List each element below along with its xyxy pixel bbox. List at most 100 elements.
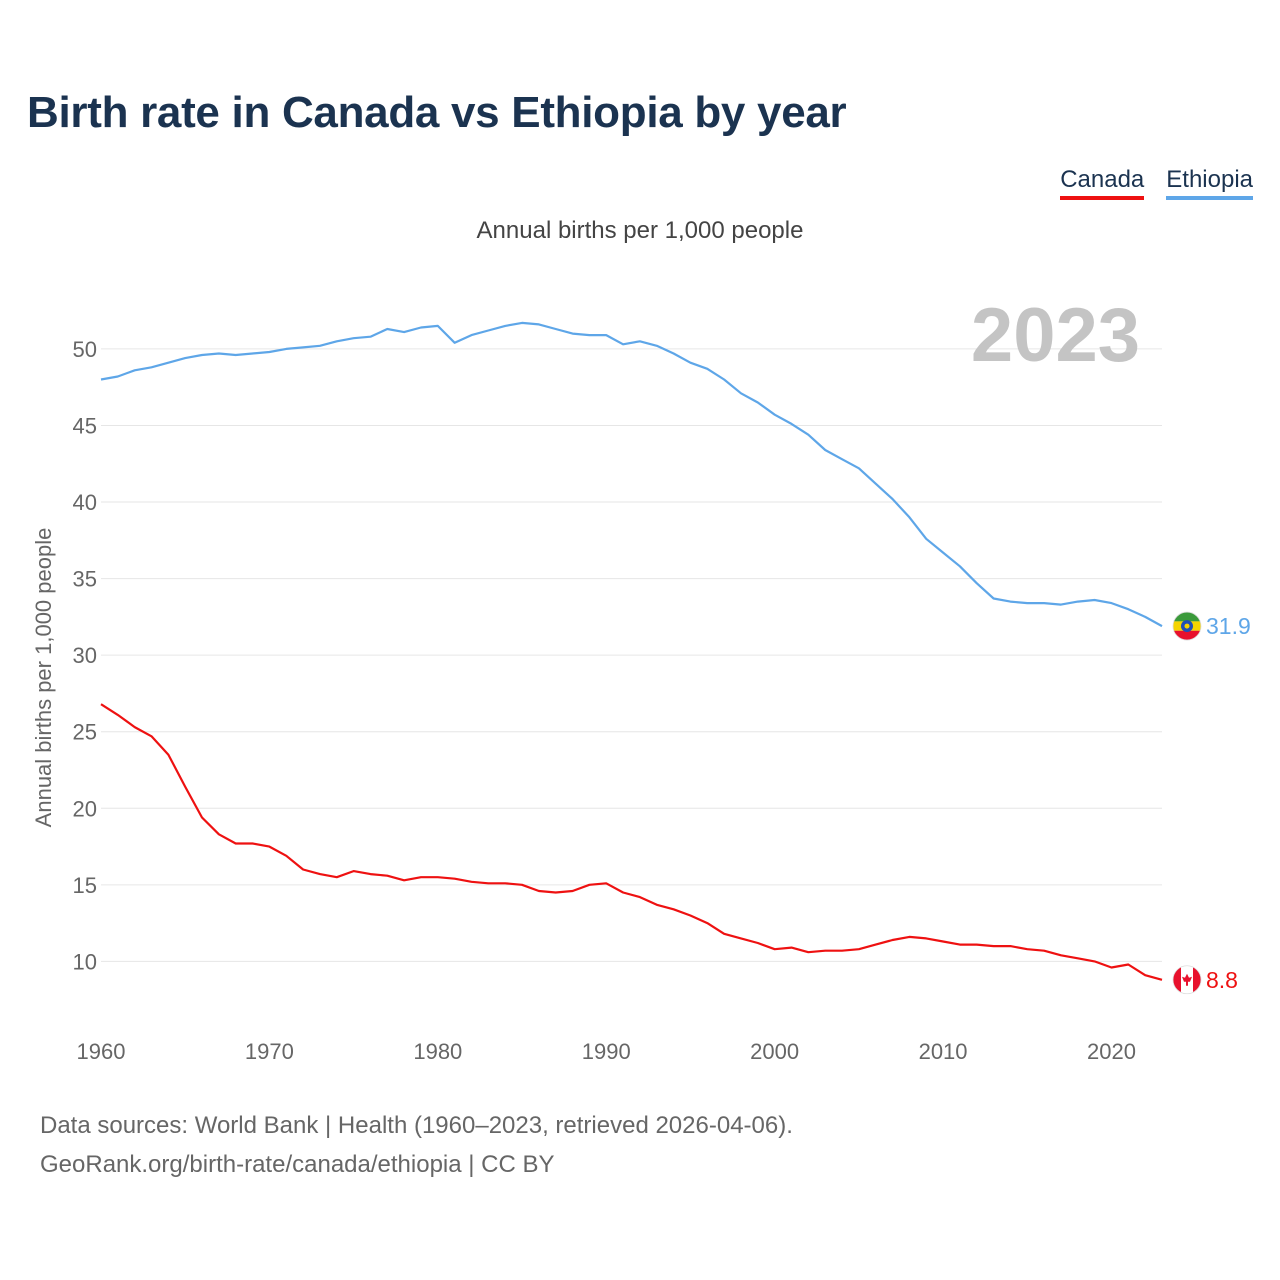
y-axis-label: Annual births per 1,000 people bbox=[31, 528, 56, 828]
data-point-canada-1998 bbox=[740, 937, 742, 939]
data-point-canada-2016 bbox=[1043, 949, 1045, 951]
data-point-ethiopia-2019 bbox=[1093, 599, 1095, 601]
data-point-canada-1966 bbox=[201, 816, 203, 818]
data-point-canada-1984 bbox=[504, 882, 506, 884]
data-point-canada-2012 bbox=[976, 943, 978, 945]
data-point-ethiopia-1988 bbox=[571, 332, 573, 334]
canada-flag-border bbox=[1172, 965, 1202, 995]
chart-subtitle: Annual births per 1,000 people bbox=[476, 217, 804, 244]
data-point-canada-2022 bbox=[1144, 974, 1146, 976]
data-point-canada-2019 bbox=[1093, 960, 1095, 962]
data-point-ethiopia-2001 bbox=[790, 423, 792, 425]
data-point-canada-2010 bbox=[942, 940, 944, 942]
data-point-canada-1967 bbox=[218, 833, 220, 835]
data-point-ethiopia-2004 bbox=[841, 458, 843, 460]
data-point-canada-2014 bbox=[1009, 945, 1011, 947]
data-point-canada-2000 bbox=[773, 948, 775, 950]
data-point-canada-1990 bbox=[605, 882, 607, 884]
data-point-ethiopia-1983 bbox=[487, 329, 489, 331]
data-point-ethiopia-1986 bbox=[538, 323, 540, 325]
data-point-ethiopia-1989 bbox=[588, 334, 590, 336]
data-point-canada-1961 bbox=[117, 714, 119, 716]
data-point-ethiopia-2021 bbox=[1127, 608, 1129, 610]
data-point-ethiopia-1972 bbox=[302, 346, 304, 348]
data-point-ethiopia-2017 bbox=[1060, 603, 1062, 605]
data-point-canada-1960 bbox=[100, 703, 102, 705]
legend-item-ethiopia[interactable]: Ethiopia bbox=[1166, 166, 1253, 200]
data-point-canada-2015 bbox=[1026, 948, 1028, 950]
data-point-canada-1991 bbox=[622, 891, 624, 893]
year-label: 2023 bbox=[971, 293, 1140, 378]
x-tick-label-2010: 2010 bbox=[919, 1039, 968, 1064]
y-tick-label-20: 20 bbox=[73, 796, 97, 821]
data-point-canada-1963 bbox=[150, 735, 152, 737]
data-point-ethiopia-2023 bbox=[1161, 625, 1163, 627]
data-point-ethiopia-1980 bbox=[437, 325, 439, 327]
data-point-canada-1982 bbox=[470, 881, 472, 883]
data-point-ethiopia-1992 bbox=[639, 340, 641, 342]
data-point-ethiopia-1963 bbox=[150, 366, 152, 368]
data-point-canada-2003 bbox=[824, 949, 826, 951]
data-point-canada-2023 bbox=[1161, 979, 1163, 981]
data-point-canada-1970 bbox=[268, 845, 270, 847]
data-point-canada-2009 bbox=[925, 937, 927, 939]
data-point-ethiopia-1984 bbox=[504, 325, 506, 327]
data-point-ethiopia-2015 bbox=[1026, 602, 1028, 604]
data-point-ethiopia-1962 bbox=[133, 369, 135, 371]
data-point-ethiopia-1981 bbox=[453, 342, 455, 344]
y-tick-label-10: 10 bbox=[73, 949, 97, 974]
chart-title: Birth rate in Canada vs Ethiopia by year bbox=[27, 88, 847, 137]
data-point-ethiopia-2016 bbox=[1043, 602, 1045, 604]
data-point-canada-1971 bbox=[285, 855, 287, 857]
data-point-ethiopia-2000 bbox=[773, 414, 775, 416]
data-point-canada-1975 bbox=[352, 870, 354, 872]
data-point-canada-1997 bbox=[723, 933, 725, 935]
y-tick-label-35: 35 bbox=[73, 567, 97, 592]
data-point-canada-2001 bbox=[790, 946, 792, 948]
data-point-ethiopia-2020 bbox=[1110, 602, 1112, 604]
data-point-ethiopia-1966 bbox=[201, 354, 203, 356]
x-tick-label-1970: 1970 bbox=[245, 1039, 294, 1064]
data-point-canada-2002 bbox=[807, 951, 809, 953]
data-point-canada-2005 bbox=[858, 948, 860, 950]
data-point-canada-1968 bbox=[235, 842, 237, 844]
data-point-ethiopia-1990 bbox=[605, 334, 607, 336]
data-point-ethiopia-2006 bbox=[874, 482, 876, 484]
data-point-canada-2008 bbox=[908, 936, 910, 938]
data-point-ethiopia-1991 bbox=[622, 343, 624, 345]
data-point-canada-1978 bbox=[403, 879, 405, 881]
series-line-canada bbox=[100, 703, 1163, 981]
data-point-ethiopia-2010 bbox=[942, 551, 944, 553]
x-tick-label-2000: 2000 bbox=[750, 1039, 799, 1064]
data-point-ethiopia-2003 bbox=[824, 449, 826, 451]
data-point-ethiopia-1976 bbox=[369, 335, 371, 337]
data-point-ethiopia-1960 bbox=[100, 378, 102, 380]
data-point-canada-1973 bbox=[319, 873, 321, 875]
data-point-ethiopia-2002 bbox=[807, 433, 809, 435]
data-point-ethiopia-1985 bbox=[521, 322, 523, 324]
data-point-canada-1992 bbox=[639, 896, 641, 898]
data-point-canada-2011 bbox=[959, 943, 961, 945]
data-point-ethiopia-1987 bbox=[555, 328, 557, 330]
data-point-ethiopia-1996 bbox=[706, 368, 708, 370]
data-point-ethiopia-1997 bbox=[723, 378, 725, 380]
data-point-ethiopia-2008 bbox=[908, 516, 910, 518]
data-point-canada-2006 bbox=[874, 943, 876, 945]
legend-item-canada[interactable]: Canada bbox=[1060, 166, 1145, 200]
data-point-ethiopia-1967 bbox=[218, 352, 220, 354]
data-point-ethiopia-1969 bbox=[251, 352, 253, 354]
data-point-canada-1962 bbox=[133, 726, 135, 728]
data-point-ethiopia-1998 bbox=[740, 392, 742, 394]
end-label-canada: 8.8 bbox=[1206, 967, 1238, 993]
x-tick-label-1960: 1960 bbox=[77, 1039, 126, 1064]
data-point-ethiopia-1994 bbox=[672, 352, 674, 354]
data-point-ethiopia-2005 bbox=[858, 467, 860, 469]
data-point-canada-1980 bbox=[437, 876, 439, 878]
canada-flag-icon bbox=[1173, 965, 1201, 994]
data-point-canada-2007 bbox=[891, 939, 893, 941]
data-point-ethiopia-1965 bbox=[184, 357, 186, 359]
data-point-canada-1983 bbox=[487, 882, 489, 884]
data-point-ethiopia-2022 bbox=[1144, 616, 1146, 618]
footer: Data sources: World Bank | Health (1960–… bbox=[40, 1106, 793, 1184]
